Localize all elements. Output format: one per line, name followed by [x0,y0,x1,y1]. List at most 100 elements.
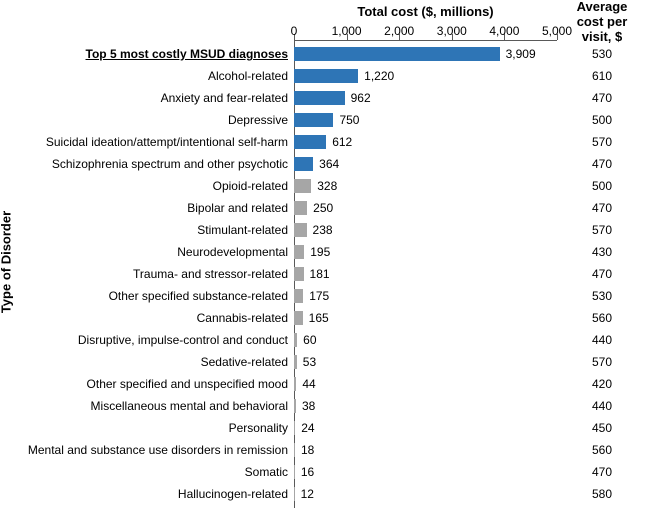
x-tick-label: 1,000 [332,24,362,38]
x-tick-label: 0 [291,24,298,38]
avg-cost-value: 470 [572,157,632,171]
table-row: Depressive750500 [294,109,557,131]
bar [294,399,296,413]
avg-cost-value: 470 [572,91,632,105]
category-label: Bipolar and related [187,201,294,215]
chart-container: Type of Disorder Total cost ($, millions… [0,0,647,523]
category-label: Trauma- and stressor-related [133,267,294,281]
category-label: Personality [229,421,294,435]
category-label: Somatic [245,465,294,479]
bar [294,47,500,61]
x-tick-label: 4,000 [489,24,519,38]
bar [294,377,296,391]
table-row: Personality24450 [294,417,557,439]
plot-area: 01,0002,0003,0004,0005,000Top 5 most cos… [294,40,557,518]
avg-cost-header-line1: Average [577,0,628,14]
category-label: Disruptive, impulse-control and conduct [78,333,294,347]
avg-cost-value: 470 [572,201,632,215]
bar-value-label: 18 [301,443,314,457]
bar-value-label: 60 [303,333,316,347]
table-row: Hallucinogen-related12580 [294,483,557,505]
table-row: Other specified and unspecified mood4442… [294,373,557,395]
bar-value-label: 24 [301,421,314,435]
category-label: Top 5 most costly MSUD diagnoses [86,47,294,61]
table-row: Sedative-related53570 [294,351,557,373]
category-label: Stimulant-related [197,223,294,237]
avg-cost-header: Average cost per visit, $ [572,0,632,45]
category-label: Hallucinogen-related [178,487,294,501]
bar [294,157,313,171]
category-label: Neurodevelopmental [177,245,294,259]
table-row: Anxiety and fear-related962470 [294,87,557,109]
avg-cost-value: 580 [572,487,632,501]
table-row: Top 5 most costly MSUD diagnoses3,909530 [294,43,557,65]
category-label: Other specified substance-related [109,289,294,303]
table-row: Suicidal ideation/attempt/intentional se… [294,131,557,153]
bar-value-label: 195 [310,245,330,259]
bar [294,91,345,105]
avg-cost-value: 500 [572,113,632,127]
bar-value-label: 165 [309,311,329,325]
category-label: Cannabis-related [197,311,294,325]
category-label: Alcohol-related [208,69,294,83]
x-tick-label: 2,000 [384,24,414,38]
x-axis-title: Total cost ($, millions) [294,4,557,19]
bar [294,135,326,149]
avg-cost-value: 610 [572,69,632,83]
bar-value-label: 750 [339,113,359,127]
bar [294,421,295,435]
bar-value-label: 612 [332,135,352,149]
table-row: Mental and substance use disorders in re… [294,439,557,461]
bar [294,465,295,479]
avg-cost-header-line3: visit, $ [582,29,622,44]
table-row: Schizophrenia spectrum and other psychot… [294,153,557,175]
bar [294,179,311,193]
bar [294,311,303,325]
avg-cost-value: 440 [572,399,632,413]
avg-cost-value: 420 [572,377,632,391]
category-label: Other specified and unspecified mood [87,377,294,391]
avg-cost-value: 470 [572,267,632,281]
bar-value-label: 38 [302,399,315,413]
bar-value-label: 44 [302,377,315,391]
bar-value-label: 238 [313,223,333,237]
bar-value-label: 328 [317,179,337,193]
category-label: Miscellaneous mental and behavioral [91,399,294,413]
bar-value-label: 175 [309,289,329,303]
avg-cost-header-line2: cost per [577,14,628,29]
avg-cost-value: 440 [572,333,632,347]
table-row: Cannabis-related165560 [294,307,557,329]
table-row: Other specified substance-related175530 [294,285,557,307]
category-label: Depressive [228,113,294,127]
category-label: Suicidal ideation/attempt/intentional se… [46,135,294,149]
bar [294,443,295,457]
bar [294,355,297,369]
table-row: Disruptive, impulse-control and conduct6… [294,329,557,351]
table-row: Alcohol-related1,220610 [294,65,557,87]
bar-value-label: 1,220 [364,69,394,83]
avg-cost-value: 570 [572,223,632,237]
table-row: Trauma- and stressor-related181470 [294,263,557,285]
bar-value-label: 364 [319,157,339,171]
bar-value-label: 250 [313,201,333,215]
table-row: Opioid-related328500 [294,175,557,197]
category-label: Schizophrenia spectrum and other psychot… [52,157,294,171]
avg-cost-value: 470 [572,465,632,479]
avg-cost-value: 570 [572,355,632,369]
avg-cost-value: 560 [572,443,632,457]
category-label: Opioid-related [213,179,294,193]
avg-cost-value: 450 [572,421,632,435]
bar-value-label: 16 [301,465,314,479]
bar [294,267,304,281]
bar-value-label: 12 [301,487,314,501]
bar-value-label: 181 [310,267,330,281]
bar [294,69,358,83]
bar [294,201,307,215]
x-tick-label: 5,000 [542,24,572,38]
category-label: Mental and substance use disorders in re… [28,443,294,457]
avg-cost-value: 560 [572,311,632,325]
bar [294,487,295,501]
avg-cost-value: 430 [572,245,632,259]
table-row: Somatic16470 [294,461,557,483]
table-row: Bipolar and related250470 [294,197,557,219]
